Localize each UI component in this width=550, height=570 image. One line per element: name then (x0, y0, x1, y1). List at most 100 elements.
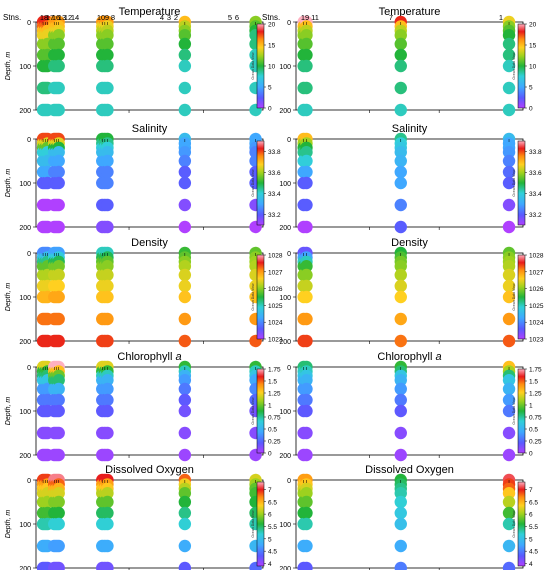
colorbar-tick-label: 1024 (529, 320, 544, 327)
colorbar (517, 481, 526, 567)
colorbar-tick-label: 7 (268, 487, 272, 494)
data-point (178, 146, 192, 159)
y-tick-label: 100 (19, 181, 31, 188)
data-point (178, 260, 192, 273)
data-point (52, 103, 65, 117)
colorbar-tick-label: 1025 (268, 303, 283, 310)
data-point (178, 165, 192, 179)
y-tick-label: 100 (279, 295, 291, 302)
data-point (502, 37, 516, 51)
data-point (300, 312, 313, 326)
data-point (394, 37, 407, 51)
plot-frame (35, 366, 264, 456)
data-points (297, 473, 516, 570)
data-point (502, 176, 516, 190)
colorbar-tick-label: 0.25 (529, 439, 542, 446)
data-point (300, 290, 313, 304)
colorbar-caption: Ocean Data View (251, 397, 255, 425)
data-point (300, 487, 313, 500)
colorbar-tick-label: 0 (268, 451, 272, 458)
y-tick-label: 100 (279, 181, 291, 188)
data-point (178, 334, 192, 348)
data-point (394, 561, 407, 570)
data-point (300, 382, 313, 396)
panel-4-left: Chlorophyll a 0 100 200 Depth, m 0 0.25 0.5 0.75… (5, 351, 281, 462)
data-point (394, 448, 407, 462)
colorbar-tick-label: 1026 (268, 286, 283, 293)
data-point (394, 29, 407, 42)
panel-5-right: Dissolved Oxygen010020044°N45°N46°N47°N4… (279, 464, 538, 570)
colorbar-tick-label: 5.5 (268, 524, 277, 531)
data-point (394, 279, 407, 293)
y-tick-label: 200 (19, 108, 31, 115)
data-point (300, 59, 313, 73)
colorbar-tick-label: 5 (268, 536, 272, 543)
data-point (300, 146, 313, 159)
data-point (394, 393, 407, 407)
data-point (502, 198, 516, 212)
data-point (502, 103, 516, 117)
data-point (178, 393, 192, 407)
colorbar-tick-label: 0.25 (268, 439, 281, 446)
colorbar-tick-label: 1024 (268, 320, 283, 327)
colorbar-tick-label: 6.5 (268, 499, 277, 506)
data-point (502, 290, 516, 304)
data-point (300, 260, 313, 273)
data-point (52, 37, 65, 51)
data-point (101, 198, 114, 212)
colorbar-tick-label: 1.25 (529, 391, 542, 398)
data-point (101, 268, 114, 282)
colorbar-tick-label: 4 (268, 561, 272, 568)
plot-frame (295, 366, 524, 456)
data-point (101, 334, 114, 348)
panel-title-text: Temperature (119, 6, 181, 18)
colorbar-caption: Ocean Data View (512, 283, 516, 311)
data-point (178, 448, 192, 462)
data-point (101, 48, 114, 62)
data-point (502, 561, 516, 570)
data-point (52, 260, 65, 273)
data-point (52, 495, 65, 509)
y-tick-label: 100 (279, 522, 291, 529)
station-label: 7 (389, 13, 393, 22)
data-point (52, 165, 65, 179)
data-point (101, 81, 114, 95)
panel-title: Chlorophyll a (117, 351, 181, 363)
data-point (502, 382, 516, 396)
data-point (52, 539, 65, 553)
colorbar-tick-label: 5.5 (529, 524, 538, 531)
data-point (300, 506, 313, 520)
y-axis-label: Depth, m (5, 397, 12, 426)
data-point (502, 404, 516, 418)
y-tick-label: 200 (19, 339, 31, 346)
data-point (52, 393, 65, 407)
data-point (178, 404, 192, 418)
colorbar-tick-label: 1.5 (529, 379, 538, 386)
colorbar-tick-label: 0 (529, 106, 533, 113)
data-point (300, 103, 313, 117)
y-tick-label: 200 (279, 566, 291, 570)
colorbar-tick-label: 4.5 (529, 549, 538, 556)
colorbar-tick-label: 0.75 (529, 415, 542, 422)
colorbar-caption: Ocean Data View (512, 52, 516, 80)
panel-title-italic: a (175, 351, 181, 363)
data-point (300, 426, 313, 440)
data-point (394, 312, 407, 326)
y-tick-label: 200 (19, 453, 31, 460)
y-tick-label: 200 (279, 225, 291, 232)
station-label: 18 (40, 13, 48, 22)
data-point (394, 382, 407, 396)
colorbar (256, 140, 265, 226)
colorbar-tick-label: 1.75 (529, 367, 542, 374)
station-label: 5 (228, 13, 232, 22)
station-label: 2 (174, 13, 178, 22)
y-tick-label: 0 (287, 251, 291, 258)
panel-title: Density (391, 237, 428, 249)
stations-label: Stns. (3, 13, 21, 22)
colorbar-tick-label: 6.5 (529, 499, 538, 506)
panel-title-text: Chlorophyll (377, 351, 435, 363)
panel-title: Density (131, 237, 168, 249)
colorbar-tick-label: 10 (268, 64, 276, 71)
y-tick-label: 200 (19, 225, 31, 232)
